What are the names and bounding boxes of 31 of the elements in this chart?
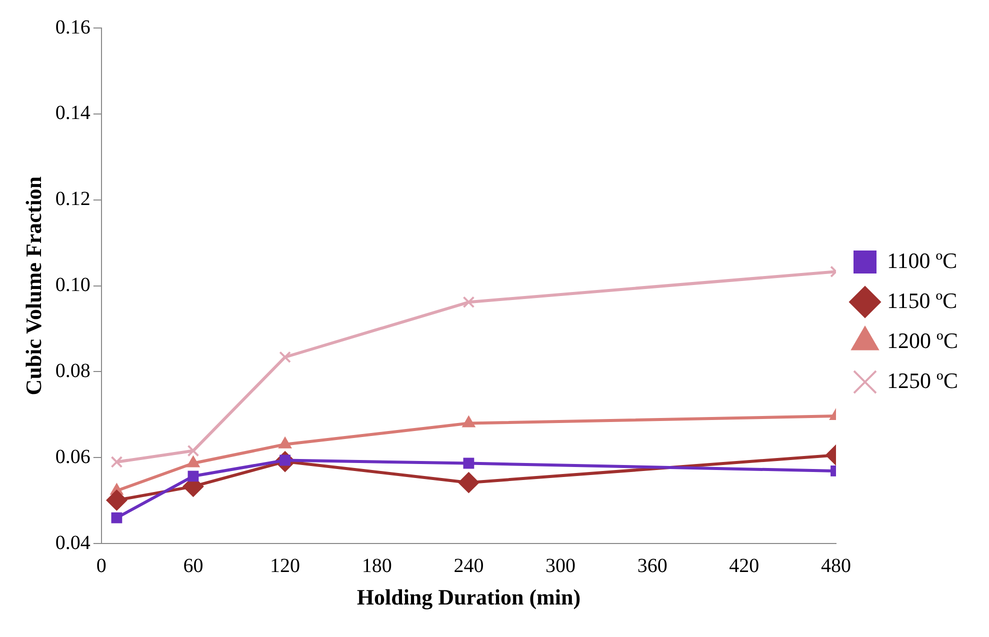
point [458,472,480,494]
x-tick-label: 420 [729,554,760,577]
y-tick-label: 0.12 [55,188,90,210]
x-tick-label: 120 [270,554,300,577]
legend-label: 1200 ºC [887,328,958,353]
y-tick-label: 0.10 [55,274,90,296]
y-tick-label: 0.06 [55,446,90,468]
point [106,490,128,511]
point [279,351,291,364]
x-tick-label: 480 [821,554,852,577]
x-tick-label: 60 [183,554,204,577]
y-tick-label: 0.08 [55,360,90,382]
legend-label: 1100 ºC [887,248,958,273]
x-tick-label: 240 [454,554,484,577]
point [462,296,475,308]
x-axis-title: Holding Duration (min) [356,584,581,610]
x-tick-label: 360 [637,554,668,577]
x-tick-label: 300 [546,554,576,577]
point [188,470,199,482]
point [111,512,122,524]
y-tick-label: 0.14 [55,102,90,124]
point [463,458,474,469]
x-tick-label: 180 [362,554,392,577]
point [187,444,200,457]
y-axis-title: Cubic Volume Fraction [20,176,46,396]
legend-label: 1250 ºC [887,368,958,393]
legend-label: 1150 ºC [887,288,958,313]
point [110,456,123,468]
y-tick-label: 0.04 [55,532,90,554]
x-tick-label: 0 [96,554,106,577]
y-tick-label: 0.16 [55,16,90,38]
